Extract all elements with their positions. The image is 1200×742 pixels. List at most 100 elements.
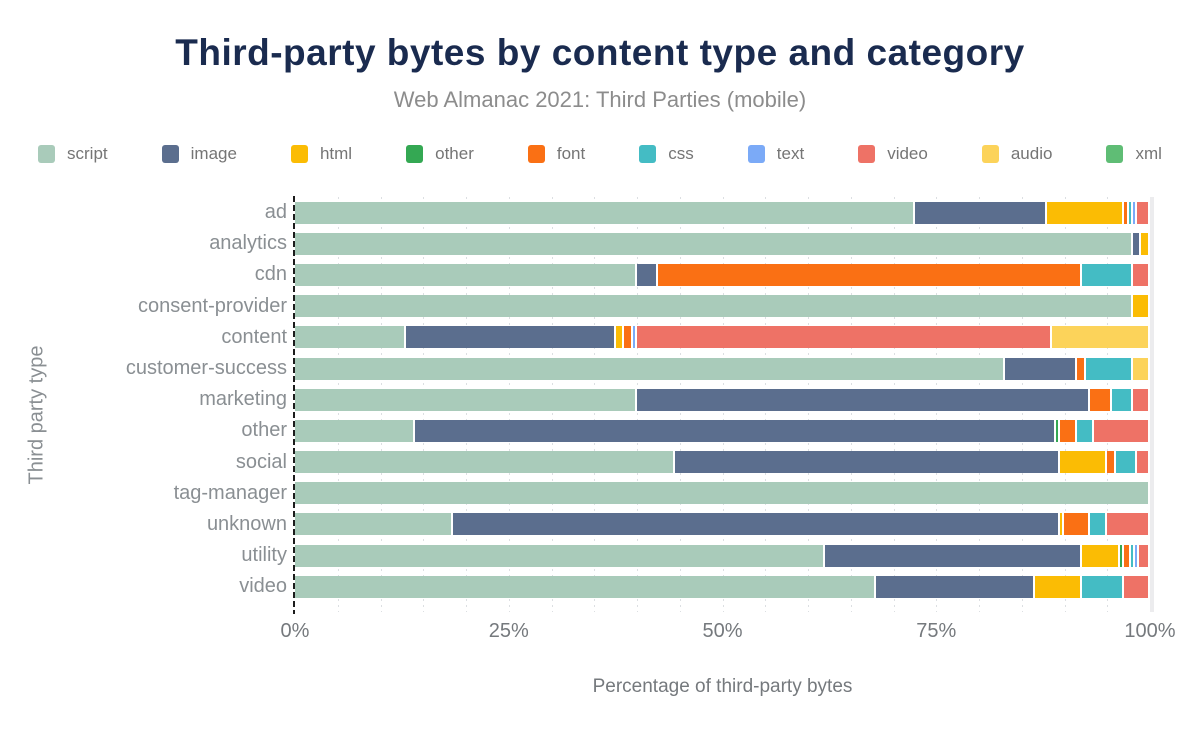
xml-swatch-icon bbox=[1106, 145, 1124, 163]
bar-track-content bbox=[295, 326, 1150, 349]
css-swatch-icon bbox=[639, 145, 657, 163]
bar-row-customer-success: customer-success bbox=[0, 353, 1150, 384]
bar-segment-utility-other bbox=[1120, 544, 1123, 567]
bar-row-video: video bbox=[0, 571, 1150, 602]
text-swatch-icon bbox=[747, 145, 765, 163]
audio-swatch-icon bbox=[981, 145, 999, 163]
bar-segment-cdn-script bbox=[295, 263, 635, 286]
bar-row-ad: ad bbox=[0, 197, 1150, 228]
bar-segment-unknown-html bbox=[1060, 513, 1063, 536]
chart-title: Third-party bytes by content type and ca… bbox=[175, 32, 1025, 73]
legend-item-script: script bbox=[38, 144, 108, 164]
x-tick-label-25: 25% bbox=[488, 620, 529, 642]
bar-track-social bbox=[295, 451, 1150, 474]
bar-segment-unknown-video bbox=[1107, 513, 1148, 536]
legend-label-xml: xml bbox=[1135, 144, 1162, 163]
legend-item-html: html bbox=[290, 144, 353, 164]
other-swatch-icon bbox=[406, 145, 424, 163]
x-tick-label-100: 100% bbox=[1124, 620, 1176, 642]
bar-segment-utility-script bbox=[295, 544, 824, 567]
bar-segment-consent-provider-script bbox=[295, 295, 1131, 318]
bar-segment-utility-font bbox=[1124, 544, 1129, 567]
legend-label-audio: audio bbox=[1010, 144, 1053, 163]
bar-segment-other-css bbox=[1077, 419, 1093, 442]
category-label-cdn: cdn bbox=[254, 263, 287, 286]
bar-segment-analytics-html bbox=[1141, 232, 1148, 255]
bar-video bbox=[295, 575, 1150, 598]
bar-segment-other-other bbox=[1055, 419, 1059, 442]
bar-segment-content-html bbox=[615, 326, 623, 349]
category-label-customer-success: customer-success bbox=[125, 357, 287, 380]
bar-cdn bbox=[295, 263, 1150, 286]
legend-item-image: image bbox=[161, 144, 237, 164]
bar-segment-utility-text bbox=[1135, 544, 1138, 567]
category-label-content: content bbox=[221, 325, 287, 348]
legend-item-css: css bbox=[639, 144, 694, 164]
bar-segment-content-font bbox=[624, 326, 631, 349]
bar-segment-consent-provider-html bbox=[1132, 295, 1148, 318]
category-label-consent-provider: consent-provider bbox=[138, 294, 287, 317]
bar-track-video bbox=[295, 575, 1150, 598]
bar-segment-video-video bbox=[1124, 575, 1148, 598]
bar-segment-marketing-css bbox=[1111, 388, 1131, 411]
bar-segment-customer-success-font bbox=[1077, 357, 1084, 380]
bar-row-marketing: marketing bbox=[0, 384, 1150, 415]
bar-analytics bbox=[295, 232, 1150, 255]
legend-item-other: other bbox=[406, 144, 474, 164]
bar-row-consent-provider: consent-provider bbox=[0, 291, 1150, 322]
bar-segment-unknown-script bbox=[295, 513, 452, 536]
category-label-analytics: analytics bbox=[209, 232, 287, 255]
bar-segment-content-script bbox=[295, 326, 405, 349]
bar-track-utility bbox=[295, 544, 1150, 567]
bar-segment-ad-html bbox=[1047, 201, 1123, 224]
bar-segment-tag-manager-script bbox=[295, 482, 1148, 505]
bar-rows: ad analytics cdn consent-provider content cus… bbox=[0, 197, 1150, 602]
y-axis-title: Third party type bbox=[25, 345, 48, 485]
category-label-social: social bbox=[235, 450, 287, 473]
legend-label-css: css bbox=[668, 144, 694, 163]
category-label-ad: ad bbox=[264, 201, 287, 224]
bar-segment-video-image bbox=[876, 575, 1033, 598]
bar-segment-utility-css bbox=[1130, 544, 1133, 567]
bar-row-unknown: unknown bbox=[0, 509, 1150, 540]
bar-segment-ad-video bbox=[1137, 201, 1148, 224]
bar-social bbox=[295, 451, 1150, 474]
bar-track-consent-provider bbox=[295, 295, 1150, 318]
category-label-tag-manager: tag-manager bbox=[173, 481, 287, 504]
bar-row-tag-manager: tag-manager bbox=[0, 478, 1150, 509]
bar-track-marketing bbox=[295, 388, 1150, 411]
bar-segment-unknown-css bbox=[1090, 513, 1106, 536]
legend-label-video: video bbox=[887, 144, 928, 163]
category-label-unknown: unknown bbox=[206, 512, 287, 535]
bar-segment-content-text bbox=[632, 326, 635, 349]
bar-marketing bbox=[295, 388, 1150, 411]
category-label-marketing: marketing bbox=[199, 388, 287, 411]
bar-segment-other-image bbox=[414, 419, 1054, 442]
legend-label-html: html bbox=[319, 144, 353, 163]
font-swatch-icon bbox=[527, 145, 545, 163]
video-swatch-icon bbox=[858, 145, 876, 163]
bar-segment-video-css bbox=[1081, 575, 1123, 598]
category-label-video: video bbox=[239, 575, 287, 598]
legend-item-audio: audio bbox=[981, 144, 1053, 164]
html-swatch-icon bbox=[290, 145, 308, 163]
bar-segment-social-script bbox=[295, 451, 674, 474]
legend-label-font: font bbox=[556, 144, 586, 163]
bar-segment-other-font bbox=[1060, 419, 1076, 442]
bar-row-cdn: cdn bbox=[0, 259, 1150, 290]
bar-segment-analytics-script bbox=[295, 232, 1131, 255]
legend-label-script: script bbox=[67, 144, 108, 163]
bar-track-analytics bbox=[295, 232, 1150, 255]
bar-segment-social-html bbox=[1060, 451, 1106, 474]
bar-segment-marketing-font bbox=[1090, 388, 1110, 411]
bar-segment-cdn-video bbox=[1132, 263, 1148, 286]
bar-other bbox=[295, 419, 1150, 442]
category-label-utility: utility bbox=[241, 544, 287, 567]
bar-segment-other-script bbox=[295, 419, 413, 442]
bar-segment-ad-image bbox=[914, 201, 1046, 224]
bar-segment-content-image bbox=[406, 326, 614, 349]
bar-customer-success bbox=[295, 357, 1150, 380]
bar-track-tag-manager bbox=[295, 482, 1150, 505]
bar-segment-social-video bbox=[1137, 451, 1148, 474]
bar-unknown bbox=[295, 513, 1150, 536]
